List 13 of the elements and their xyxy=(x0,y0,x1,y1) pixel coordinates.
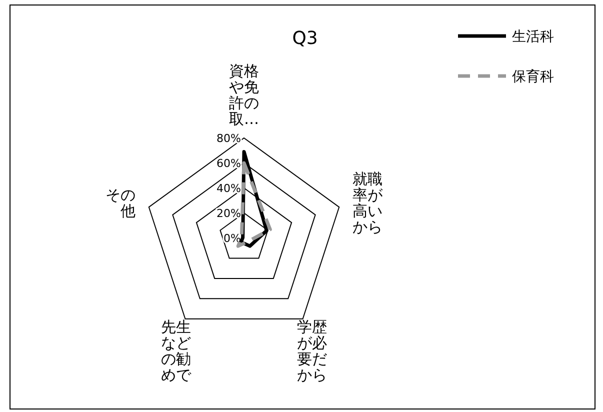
spoke-label: 就職率が高いから xyxy=(352,170,384,236)
y-tick-label: 80% xyxy=(216,132,241,145)
y-tick-label: 60% xyxy=(216,157,241,170)
spoke-label: 先生などの勧めで xyxy=(160,318,192,384)
y-tick-label: 0% xyxy=(224,232,241,245)
legend-label: 生活科 xyxy=(512,29,554,45)
chart-title: Q3 xyxy=(292,28,318,49)
y-tick-label: 20% xyxy=(216,207,241,220)
spoke-label: その他 xyxy=(106,186,136,220)
legend-label: 保育科 xyxy=(512,68,554,85)
spoke-label: 資格や免許の取… xyxy=(229,62,259,128)
y-tick-label: 40% xyxy=(216,182,241,195)
spoke-label: 学歴が必要だから xyxy=(297,318,328,384)
